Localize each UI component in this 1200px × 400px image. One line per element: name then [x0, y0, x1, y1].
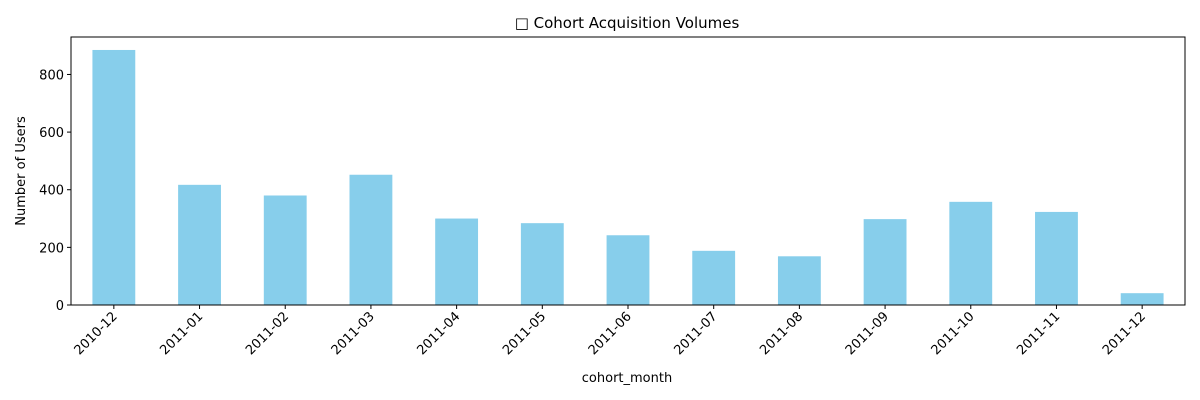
- bar-2011-07: [692, 250, 736, 305]
- bar-2011-06: [606, 235, 650, 305]
- bars-group: [92, 49, 1164, 305]
- bar-2011-08: [777, 256, 821, 305]
- y-tick-label: 400: [39, 184, 64, 199]
- bar-2011-02: [263, 195, 307, 305]
- x-axis-label: cohort_month: [582, 371, 672, 386]
- x-tick-label: 2011-03: [329, 309, 378, 358]
- bar-2011-12: [1120, 293, 1164, 305]
- x-tick-label: 2011-02: [243, 309, 292, 358]
- x-tick-label: 2011-05: [500, 309, 549, 358]
- bar-2011-01: [178, 184, 221, 305]
- y-axis-label: Number of Users: [14, 116, 29, 226]
- bar-2011-03: [349, 174, 393, 305]
- x-axis-ticks: 2010-12 2011-01 2011-02 2011-03 2011-04 2011-…: [72, 305, 1149, 358]
- x-tick-label: 2011-06: [586, 309, 635, 358]
- chart-title: □ Cohort Acquisition Volumes: [515, 14, 740, 32]
- x-tick-label: 2010-12: [72, 309, 121, 358]
- x-tick-label: 2011-11: [1014, 309, 1063, 358]
- x-tick-label: 2011-07: [671, 309, 720, 358]
- x-tick-label: 2011-04: [414, 309, 463, 358]
- plot-frame: [70, 36, 1186, 306]
- y-tick-label: 0: [56, 299, 64, 314]
- bar-2011-11: [1035, 211, 1078, 305]
- bar-2011-09: [863, 219, 907, 305]
- bar-2011-10: [949, 201, 993, 305]
- x-tick-label: 2011-01: [157, 309, 206, 358]
- y-tick-label: 200: [39, 241, 64, 256]
- bar-2011-04: [435, 218, 479, 305]
- y-axis-ticks: 0 200 400 600 800: [39, 68, 71, 314]
- x-tick-label: 2011-09: [843, 309, 892, 358]
- bar-2010-12: [92, 49, 136, 305]
- x-tick-label: 2011-12: [1100, 309, 1149, 358]
- y-tick-label: 600: [39, 126, 64, 141]
- y-tick-label: 800: [39, 68, 64, 83]
- x-tick-label: 2011-08: [757, 309, 806, 358]
- bar-2011-05: [520, 223, 564, 305]
- x-tick-label: 2011-10: [929, 309, 978, 358]
